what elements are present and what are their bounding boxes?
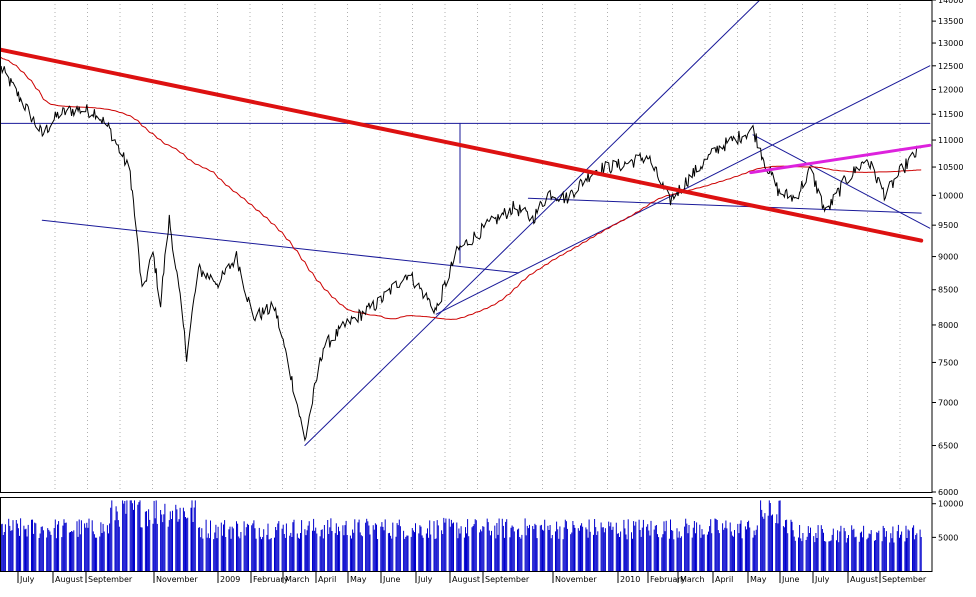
date-axis: July August September November 2009 FebruaryM… [17,571,927,584]
volume-bars [0,500,922,571]
y-tick-label: 6500 [938,442,958,451]
trendline-5 [527,197,922,214]
x-tick-label: March [285,575,309,584]
x-tick-label: July [19,575,35,584]
price-line [0,65,922,442]
y-tick-label: 13500 [938,17,963,26]
x-tick-label: August [55,575,83,584]
volume-tick-label: 5000 [938,533,958,542]
x-tick-label: March [680,575,704,584]
x-tick-label: November [156,575,198,584]
x-tick-label: 2010 [620,575,640,584]
trendline-1 [749,143,932,175]
chart-frame [0,0,933,572]
x-tick-label: July [417,575,433,584]
x-tick-label: July [814,575,830,584]
price-panel-grid [54,0,901,492]
x-tick-label: April [715,575,733,584]
volume-tick-label: 10000 [938,500,963,509]
y-tick-label: 9000 [938,253,958,262]
x-tick-label: September [485,575,530,584]
x-tick-label: 2009 [220,575,240,584]
y-tick-label: 7500 [938,358,958,367]
x-tick-label: May [750,575,767,584]
y-tick-label: 12000 [938,86,963,95]
x-tick-label: September [882,575,927,584]
trendline-0 [0,47,924,243]
trendline-2 [41,219,520,274]
price-axis: 6000 6500 7000 7500 8000 8500 9000 9500 10000 105… [932,0,963,497]
y-tick-label: 6000 [938,488,958,497]
x-tick-label: August [452,575,480,584]
x-tick-label: February [253,575,289,584]
trendline-3 [304,0,761,446]
y-tick-label: 10000 [938,191,963,200]
y-tick-label: 9500 [938,221,958,230]
x-tick-label: September [88,575,133,584]
trendlines-thick [0,47,932,243]
x-tick-label: May [350,575,367,584]
x-tick-label: February [650,575,686,584]
x-tick-label: June [781,575,800,584]
x-tick-label: November [555,575,597,584]
y-tick-label: 12500 [938,62,963,71]
y-tick-label: 14000 [938,0,963,5]
moving-average-line [0,56,922,320]
volume-axis: 5000 10000 [932,500,963,542]
y-tick-label: 8000 [938,321,958,330]
price-frame [0,0,933,493]
trendlines-thin [0,0,931,446]
y-tick-label: 11500 [938,110,963,119]
x-tick-label: August [850,575,878,584]
y-tick-label: 10500 [938,163,963,172]
x-tick-label: June [382,575,401,584]
y-tick-label: 11000 [938,136,963,145]
y-tick-label: 13000 [938,39,963,48]
x-tick-label: April [318,575,336,584]
y-tick-label: 8500 [938,286,958,295]
y-tick-label: 7000 [938,398,958,407]
